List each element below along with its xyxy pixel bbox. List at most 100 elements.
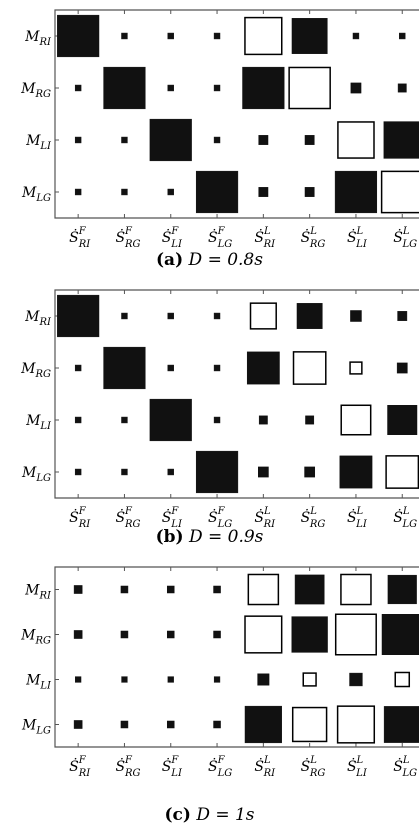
hinton-cell <box>73 630 83 639</box>
hinton-cell <box>121 136 128 144</box>
row-label: MRG <box>20 81 51 100</box>
hinton-panel-b: MRI MRG MLI MLG ṠF RI ṠF RG ṠF LI ṠF LG ṠL RI ṠL RG ṠL LI… <box>0 280 419 557</box>
column-label: ṠF RI <box>69 755 91 779</box>
hinton-cell <box>167 32 174 40</box>
hinton-panel-a: MRI MRG MLI MLG ṠF RI ṠF RG ṠF LI ṠF LG ṠL RI ṠL RG ṠL LI… <box>0 0 419 280</box>
hinton-cell <box>213 136 221 144</box>
column-label: ṠL LI <box>347 755 368 779</box>
column-label: ṠL LG <box>393 226 417 250</box>
row-label: MRG <box>20 628 51 647</box>
column-label: ṠL LG <box>393 755 417 779</box>
column-label: ṠL RG <box>301 226 326 250</box>
hinton-cell <box>167 84 174 92</box>
hinton-cell <box>74 136 82 144</box>
hinton-cell <box>349 672 363 687</box>
column-label: ṠF RG <box>115 755 140 779</box>
hinton-cell <box>288 66 331 110</box>
hinton-cell <box>258 135 269 145</box>
hinton-cell <box>383 121 419 159</box>
row-label: MLG <box>21 185 51 204</box>
hinton-cell <box>75 676 82 683</box>
hinton-cell <box>304 187 315 197</box>
hinton-panel-c: MRI MRG MLI MLG ṠF RI ṠF RG ṠF LI ṠF LG ṠL RI ṠL RG ṠL LI… <box>0 557 419 835</box>
plot-frame <box>54 289 419 499</box>
column-label: ṠL RI <box>254 755 276 779</box>
caption-label: (a) <box>156 250 184 270</box>
hinton-cell <box>305 415 315 425</box>
hinton-cell <box>121 416 128 424</box>
hinton-cell <box>195 450 239 494</box>
hinton-cell <box>73 585 83 594</box>
hinton-cell <box>244 615 283 654</box>
hinton-cell <box>352 32 360 40</box>
hinton-cell <box>195 170 239 214</box>
hinton-cell <box>167 188 174 196</box>
hinton-cell <box>258 187 269 197</box>
hinton-cell <box>304 135 315 145</box>
hinton-cell <box>258 415 268 425</box>
hinton-cell <box>296 303 323 329</box>
hinton-chart-a: MRI MRG MLI MLG ṠF RI ṠF RG ṠF LI ṠF LG ṠL RI ṠL RG ṠL LI… <box>20 9 419 250</box>
hinton-cell <box>244 705 282 744</box>
column-label: ṠL RG <box>301 755 326 779</box>
hinton-cell <box>336 705 376 744</box>
row-label: MLG <box>21 465 51 484</box>
hinton-cell <box>166 720 175 729</box>
hinton-cell <box>397 311 408 321</box>
caption-text: D = 0.9s <box>188 527 264 547</box>
hinton-cell <box>121 32 128 40</box>
hinton-cell <box>291 616 328 653</box>
hinton-cell <box>74 416 82 424</box>
hinton-cell <box>57 14 100 58</box>
hinton-cell <box>213 416 221 424</box>
row-label: MRG <box>20 361 51 380</box>
hinton-cell <box>394 671 411 688</box>
hinton-cell <box>213 84 221 92</box>
hinton-cell <box>334 613 377 656</box>
column-label: ṠF RI <box>69 226 91 250</box>
hinton-cell <box>399 32 406 40</box>
hinton-cell <box>74 468 82 476</box>
hinton-cell <box>337 121 375 159</box>
plot-frame <box>54 566 419 748</box>
hinton-cell <box>121 188 128 196</box>
row-label: MRI <box>24 29 52 48</box>
hinton-cell <box>103 66 146 110</box>
panel-caption: (a) D = 0.8s <box>0 250 419 270</box>
hinton-cell <box>74 188 82 196</box>
caption-label: (b) <box>155 527 184 547</box>
hinton-cell <box>258 466 269 478</box>
hinton-cell <box>167 312 174 320</box>
row-label: MLG <box>21 718 51 737</box>
hinton-cell <box>257 673 270 686</box>
row-label: MLI <box>25 133 52 152</box>
plot-frame <box>54 9 419 219</box>
column-label: ṠF LI <box>162 226 183 250</box>
hinton-cell <box>383 706 419 743</box>
column-label: ṠF LI <box>162 506 183 530</box>
column-label: ṠF RG <box>115 226 140 250</box>
hinton-cell <box>387 574 417 605</box>
hinton-chart-c: MRI MRG MLI MLG ṠF RI ṠF RG ṠF LI ṠF LG ṠL RI ṠL RG ṠL LI… <box>20 566 419 779</box>
hinton-cell <box>121 312 128 320</box>
hinton-cell <box>291 706 328 743</box>
hinton-cell <box>381 614 419 655</box>
row-label: MRI <box>24 309 52 328</box>
hinton-cell <box>103 346 146 390</box>
column-label: ṠF RI <box>69 506 91 530</box>
hinton-cell <box>340 573 372 606</box>
hinton-cell <box>167 676 174 683</box>
hinton-cell <box>120 585 129 594</box>
column-label: ṠL LG <box>393 506 417 530</box>
hinton-cell <box>166 585 175 594</box>
hinton-cell <box>340 404 372 436</box>
hinton-cell <box>294 574 325 605</box>
hinton-cell <box>247 573 280 606</box>
column-label: ṠL LI <box>347 506 368 530</box>
column-label: ṠF LI <box>162 755 183 779</box>
hinton-cell <box>213 364 221 372</box>
hinton-cell <box>302 672 317 687</box>
hinton-cell <box>213 720 221 729</box>
column-label: ṠL RI <box>254 506 276 530</box>
hinton-cell <box>380 170 419 214</box>
